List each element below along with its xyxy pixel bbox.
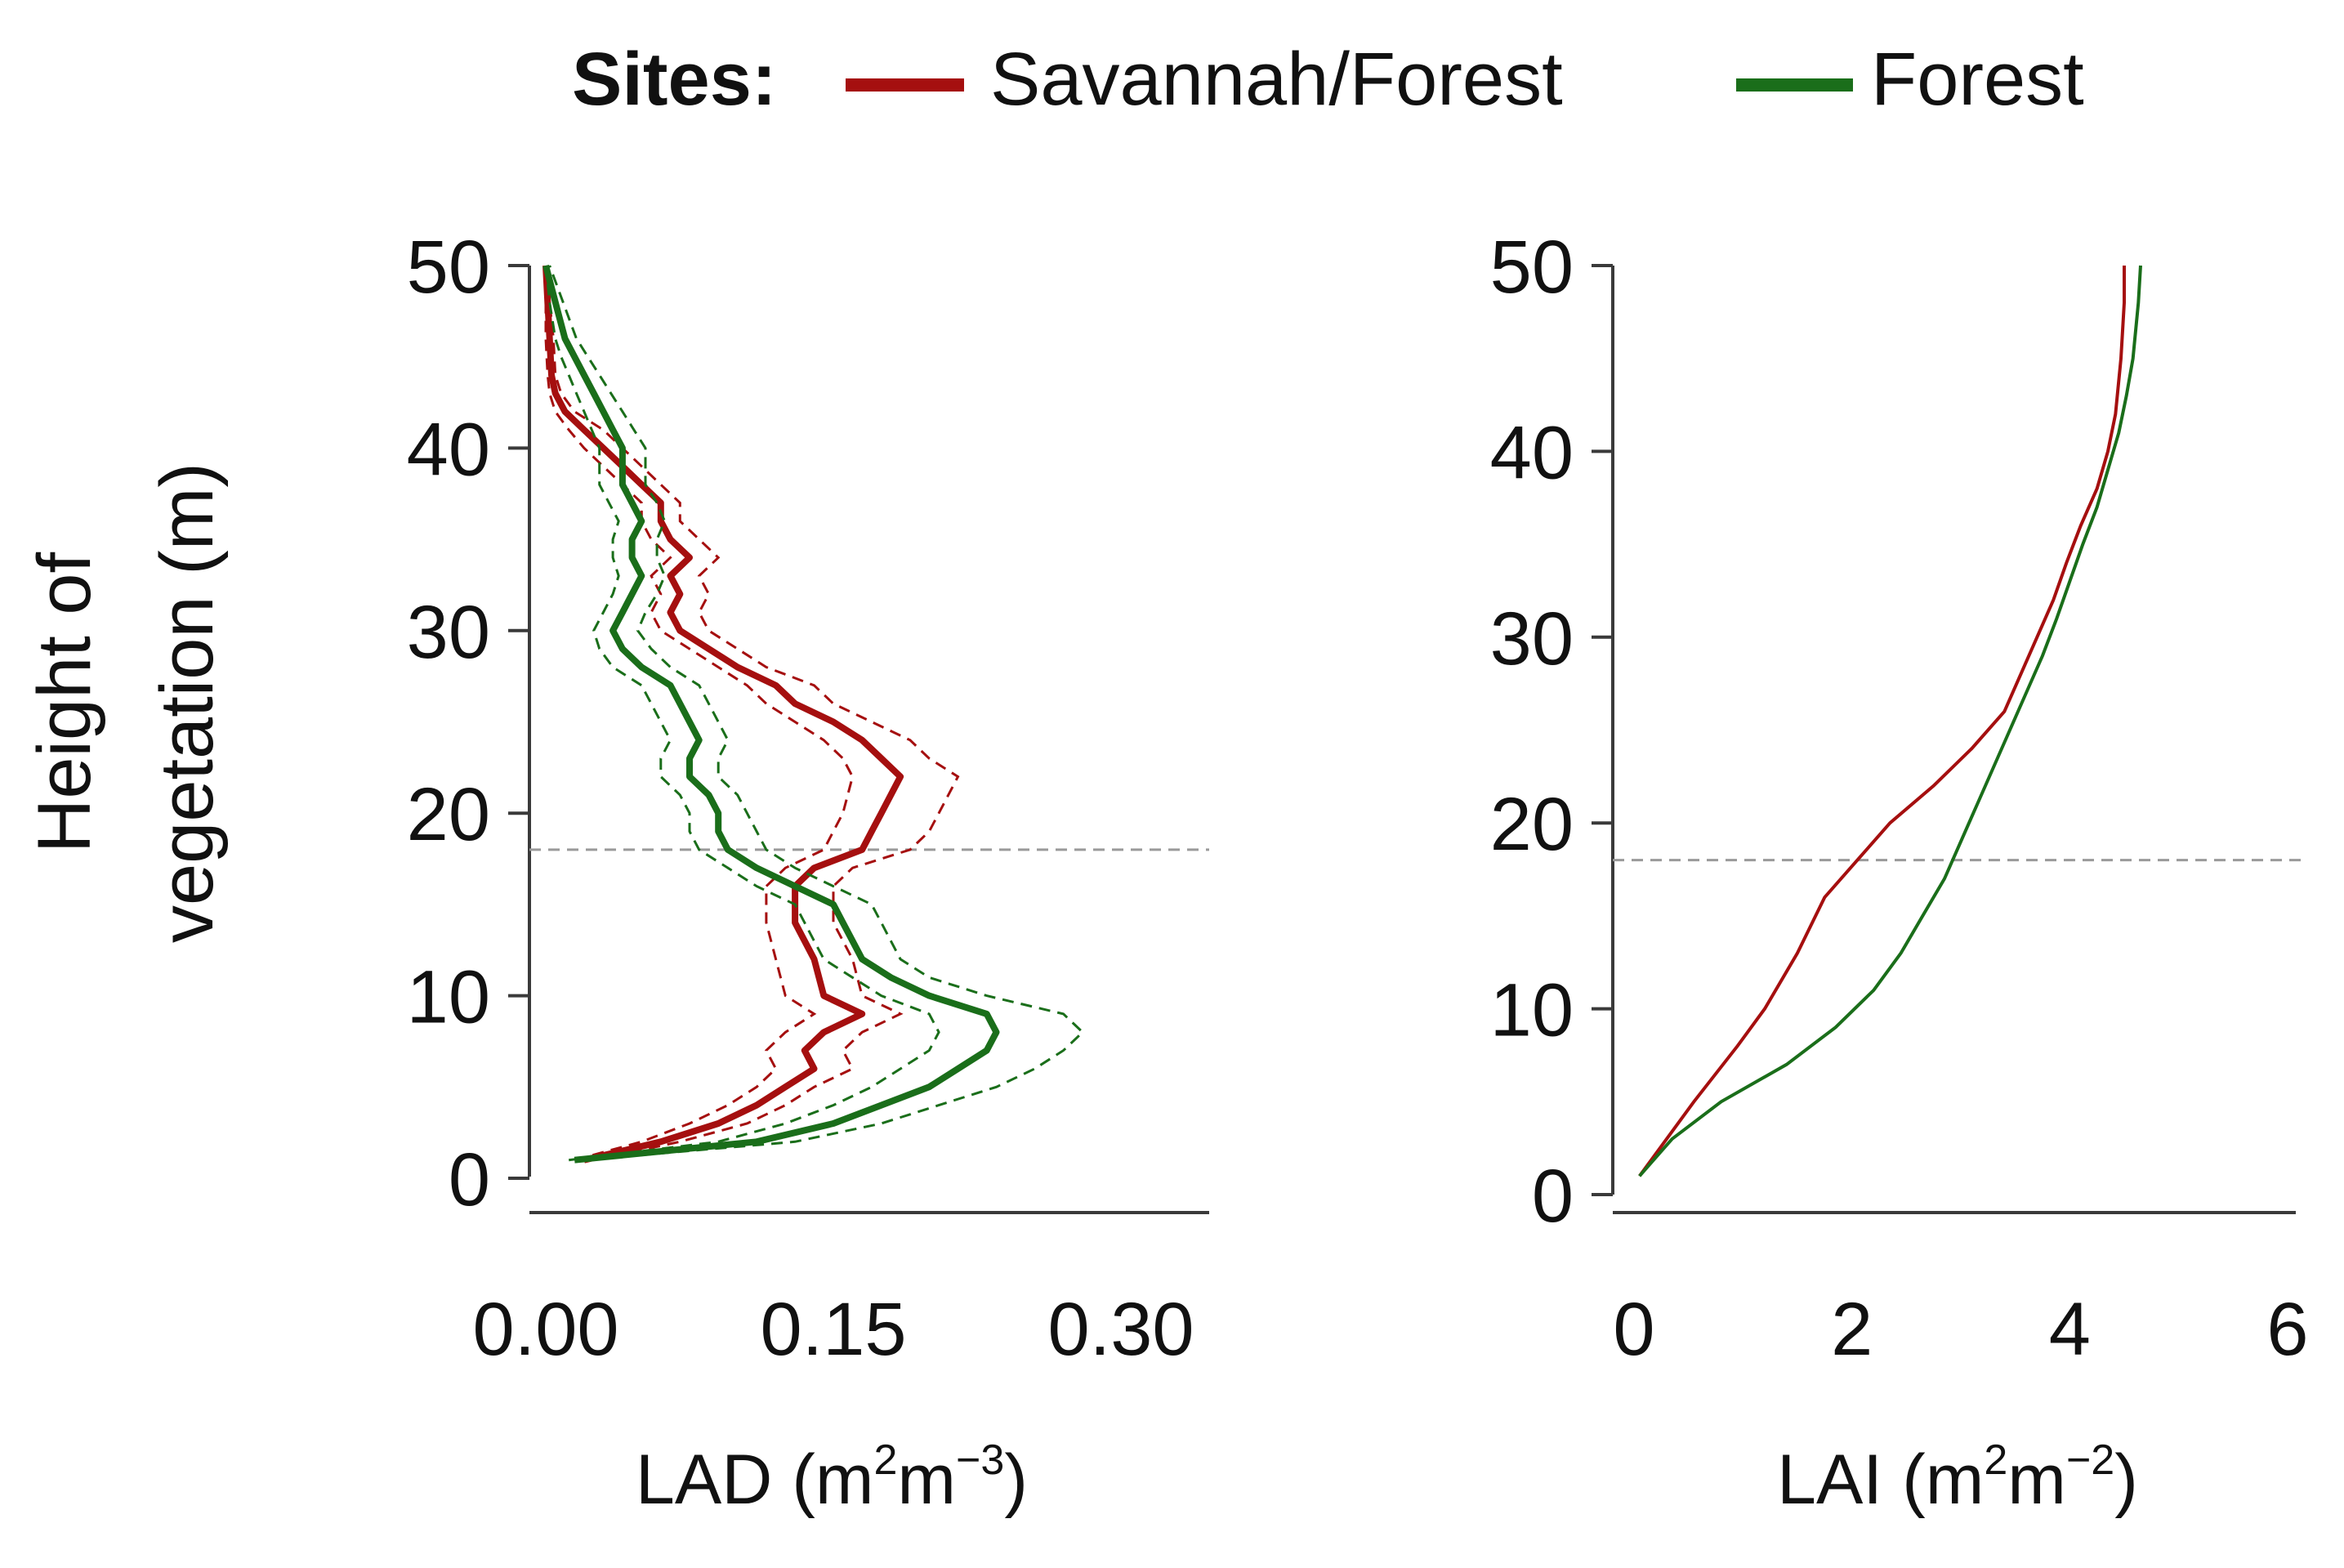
lad-savannah_forest-upper-bound [546,265,960,1162]
lad-savannah_forest-lower-bound [544,266,855,1162]
lad-x-ticks: 0.00 0.15 0.30 [472,1288,1194,1371]
lai-series [1638,265,2142,1177]
lai-x-tick-label-0: 0 [1613,1288,1654,1371]
lai-y-tick-label-20: 20 [1490,783,1574,866]
lad-y-tick-label-30: 30 [407,591,490,674]
y-axis-label-line-1: Height of [23,552,106,853]
lai-xlabel-mid: m [2007,1441,2066,1519]
lad-y-tick-label-10: 10 [407,956,490,1039]
lai-y-ticks: 0 10 20 30 40 50 [1490,226,1613,1238]
lad-y-ticks: 0 10 20 30 40 50 [407,226,529,1222]
lad-savannah_forest-mean-line [542,265,904,1164]
lad-x-axis-label: LAD (m2m−3) [636,1436,1028,1519]
lad-xlabel-sup2: −3 [956,1436,1004,1484]
legend-label-savannah-forest: Savannah/Forest [990,38,1563,121]
legend: Sites: Savannah/Forest Forest [572,38,2084,121]
lad-xlabel-end: ) [1004,1441,1028,1519]
lai-y-tick-label-40: 40 [1490,411,1574,494]
lai-xlabel-end: ) [2114,1441,2138,1519]
lad-xlabel-sup1: 2 [873,1436,897,1484]
lai-y-tick-label-30: 30 [1490,597,1574,681]
lad-xlabel-mid: m [897,1441,956,1519]
lai-y-tick-label-0: 0 [1532,1155,1574,1238]
lai-xlabel-sup1: 2 [1984,1436,2007,1484]
lai-x-axis-label: LAI (m2m−2) [1777,1436,2138,1519]
lad-forest-lower-bound [544,265,940,1162]
legend-title: Sites: [572,38,777,121]
lai-y-tick-label-50: 50 [1490,226,1574,309]
lad-y-tick-label-0: 0 [449,1138,490,1222]
lai-x-tick-label-2: 4 [2049,1288,2091,1371]
lad-x-tick-label-2: 0.30 [1047,1288,1194,1371]
lad-x-tick-label-1: 0.15 [760,1288,906,1371]
lad-series [542,264,1085,1164]
lai-xlabel-base: LAI (m [1777,1441,1984,1519]
lad-y-axis-label: Height of vegetation (m) [23,462,229,943]
lad-y-tick-label-40: 40 [407,408,490,491]
lai-x-tick-label-3: 6 [2266,1288,2308,1371]
lad-x-tick-label-0: 0.00 [472,1288,618,1371]
lai-savannah_forest-line [1638,266,2126,1177]
lai-x-ticks: 0 2 4 6 [1613,1288,2308,1371]
lad-forest-mean-line [542,264,1000,1164]
lai-y-tick-label-10: 10 [1490,969,1574,1052]
lad-xlabel-base: LAD (m [636,1441,873,1519]
lad-panel: 0 10 20 30 40 50 0.00 0.15 0.30 Height of veget… [23,226,1209,1519]
lai-forest-line [1638,265,2142,1177]
legend-label-forest: Forest [1871,38,2084,121]
y-axis-label-line-2: vegetation (m) [145,462,229,943]
lad-y-tick-label-50: 50 [407,226,490,309]
lad-forest-upper-bound [548,265,1085,1162]
lad-y-tick-label-20: 20 [407,773,490,856]
lai-x-tick-label-1: 2 [1831,1288,1873,1371]
lai-xlabel-sup2: −2 [2066,1436,2114,1484]
